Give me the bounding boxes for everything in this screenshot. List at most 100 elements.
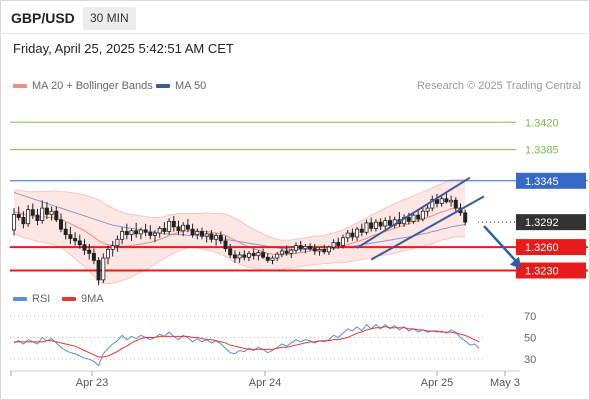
candle-bull bbox=[120, 231, 125, 240]
candle-bull bbox=[101, 257, 106, 281]
candle-bear bbox=[21, 217, 26, 225]
candle-bear bbox=[91, 252, 96, 261]
candle-bear bbox=[453, 199, 458, 209]
candle-bear bbox=[251, 252, 256, 257]
candle-bull bbox=[110, 245, 115, 250]
candle-bull bbox=[439, 198, 444, 204]
candle-bear bbox=[350, 232, 355, 238]
candle-bull bbox=[449, 199, 454, 203]
candle-bull bbox=[373, 221, 378, 229]
timeframe-button[interactable]: 30 MIN bbox=[83, 7, 136, 30]
candle-bear bbox=[59, 219, 64, 230]
level-tag-text-5: 1.3230 bbox=[525, 266, 559, 278]
candle-bear bbox=[223, 240, 228, 250]
candle-bear bbox=[73, 238, 78, 242]
candle-bear bbox=[265, 256, 270, 261]
candle-bull bbox=[420, 210, 425, 220]
candle-bear bbox=[77, 240, 82, 246]
candle-bear bbox=[171, 220, 176, 228]
x-tick-label-1: Apr 24 bbox=[249, 377, 281, 389]
level-tag-4 bbox=[516, 239, 586, 256]
level-tag-3 bbox=[516, 214, 586, 231]
channel-upper-line bbox=[356, 176, 471, 249]
candle-bull bbox=[11, 213, 16, 231]
candle-bear bbox=[82, 244, 87, 251]
copyright-text: Research © 2025 Trading Central bbox=[416, 80, 581, 92]
candle-bull bbox=[40, 207, 45, 221]
candle-bear bbox=[416, 214, 421, 220]
ma20-line bbox=[13, 207, 466, 256]
candle-bull bbox=[430, 199, 435, 209]
candle-bull bbox=[214, 234, 219, 240]
candle-bull bbox=[256, 252, 261, 257]
ma9-legend-label: 9MA bbox=[81, 293, 104, 305]
forecast-arrow-shaft bbox=[483, 225, 520, 265]
candle-bull bbox=[152, 232, 157, 236]
x-tick-label-2: Apr 25 bbox=[421, 377, 453, 389]
candle-bull bbox=[106, 249, 111, 259]
candle-bull bbox=[167, 220, 172, 232]
candle-bear bbox=[387, 220, 392, 226]
candle-bull bbox=[303, 245, 308, 250]
ma50-legend-swatch bbox=[156, 84, 170, 88]
symbol-title: GBP/USD bbox=[11, 10, 75, 26]
candle-bear bbox=[44, 207, 49, 215]
candle-bear bbox=[199, 231, 204, 237]
level-tag-text-3: 1.3292 bbox=[525, 217, 559, 229]
candle-bear bbox=[209, 233, 214, 240]
level-tag-5 bbox=[516, 262, 586, 279]
candle-bull bbox=[411, 214, 416, 222]
candle-bear bbox=[30, 209, 35, 216]
candle-bull bbox=[340, 237, 345, 246]
candle-bull bbox=[181, 224, 186, 232]
candle-bull bbox=[364, 222, 369, 233]
candle-bull bbox=[279, 250, 284, 255]
candle-bull bbox=[383, 220, 388, 227]
ma9-legend-swatch bbox=[62, 297, 76, 301]
rsi-tick-2: 30 bbox=[524, 354, 536, 366]
candle-bull bbox=[289, 249, 294, 254]
candle-bear bbox=[68, 234, 73, 239]
rsi-legend-label: RSI bbox=[32, 293, 51, 305]
candle-bull bbox=[195, 231, 200, 236]
x-tick-label-0: Apr 23 bbox=[76, 377, 108, 389]
level-label-1: 1.3385 bbox=[525, 145, 559, 157]
candle-bear bbox=[336, 242, 341, 246]
candle-bull bbox=[204, 233, 209, 237]
candle-bear bbox=[143, 229, 148, 233]
level-tag-2 bbox=[516, 172, 586, 189]
candle-bull bbox=[26, 209, 31, 225]
level-tag-text-4: 1.3260 bbox=[525, 242, 559, 254]
candle-bear bbox=[359, 228, 364, 233]
candle-bear bbox=[463, 212, 468, 223]
candle-bear bbox=[134, 230, 139, 235]
candle-bear bbox=[369, 222, 374, 229]
candle-bear bbox=[16, 213, 21, 218]
candle-bear bbox=[261, 252, 266, 258]
candle-bull bbox=[138, 229, 143, 235]
candle-bear bbox=[190, 228, 195, 236]
candle-bull bbox=[129, 230, 134, 236]
level-tag-text-2: 1.3345 bbox=[525, 176, 559, 188]
candle-bull bbox=[270, 257, 275, 261]
candle-bear bbox=[87, 249, 92, 254]
candle-bear bbox=[54, 210, 59, 221]
candle-bear bbox=[378, 221, 383, 227]
candle-bear bbox=[444, 198, 449, 203]
candle-bull bbox=[49, 210, 54, 215]
candle-bear bbox=[308, 245, 313, 250]
candle-bull bbox=[425, 207, 430, 212]
candle-bull bbox=[345, 232, 350, 239]
candle-bear bbox=[312, 248, 317, 252]
bollinger-upper-line bbox=[14, 178, 466, 241]
rsi-tick-1: 50 bbox=[524, 333, 536, 345]
candle-bull bbox=[246, 252, 251, 258]
header-divider bbox=[0, 33, 590, 34]
candle-bear bbox=[96, 259, 101, 281]
candle-bear bbox=[124, 231, 129, 236]
candle-bear bbox=[298, 245, 303, 250]
ma50-legend-label: MA 50 bbox=[175, 80, 207, 92]
candle-bear bbox=[228, 248, 233, 256]
ma20-legend-label: MA 20 + Bollinger Bands bbox=[32, 80, 153, 92]
